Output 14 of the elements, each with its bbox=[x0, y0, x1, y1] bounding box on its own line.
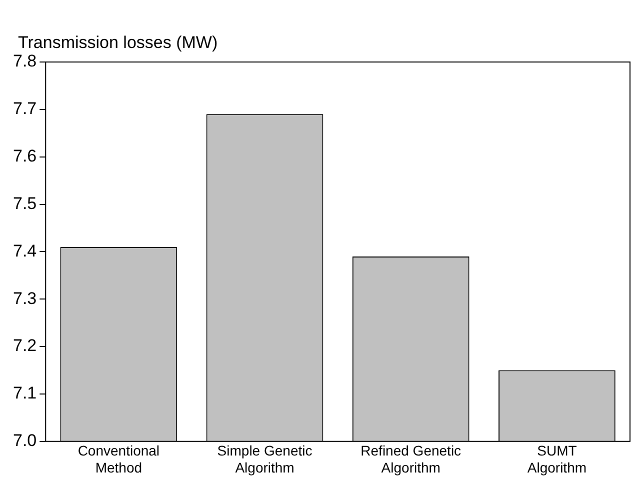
y-tick-label: 7.6 bbox=[12, 146, 37, 166]
x-tick-label: SUMT Algorithm bbox=[527, 442, 587, 476]
y-tick-label: 7.4 bbox=[12, 241, 37, 260]
x-tick-label: Refined Genetic Algorithm bbox=[360, 442, 462, 476]
y-tick-label: 7.5 bbox=[12, 194, 37, 213]
x-tick-label: Conventional Method bbox=[78, 442, 160, 476]
y-tick-label: 7.1 bbox=[12, 384, 37, 403]
y-tick-label: 7.3 bbox=[12, 288, 37, 308]
x-tick-label: Simple Genetic Algorithm bbox=[217, 442, 312, 476]
y-axis-title: Transmission losses (MW) bbox=[18, 33, 218, 52]
y-tick-label: 7.2 bbox=[12, 336, 37, 356]
y-tick-label: 7.0 bbox=[12, 431, 37, 450]
y-tick-label: 7.7 bbox=[12, 99, 37, 118]
y-tick-label: 7.8 bbox=[12, 52, 37, 71]
